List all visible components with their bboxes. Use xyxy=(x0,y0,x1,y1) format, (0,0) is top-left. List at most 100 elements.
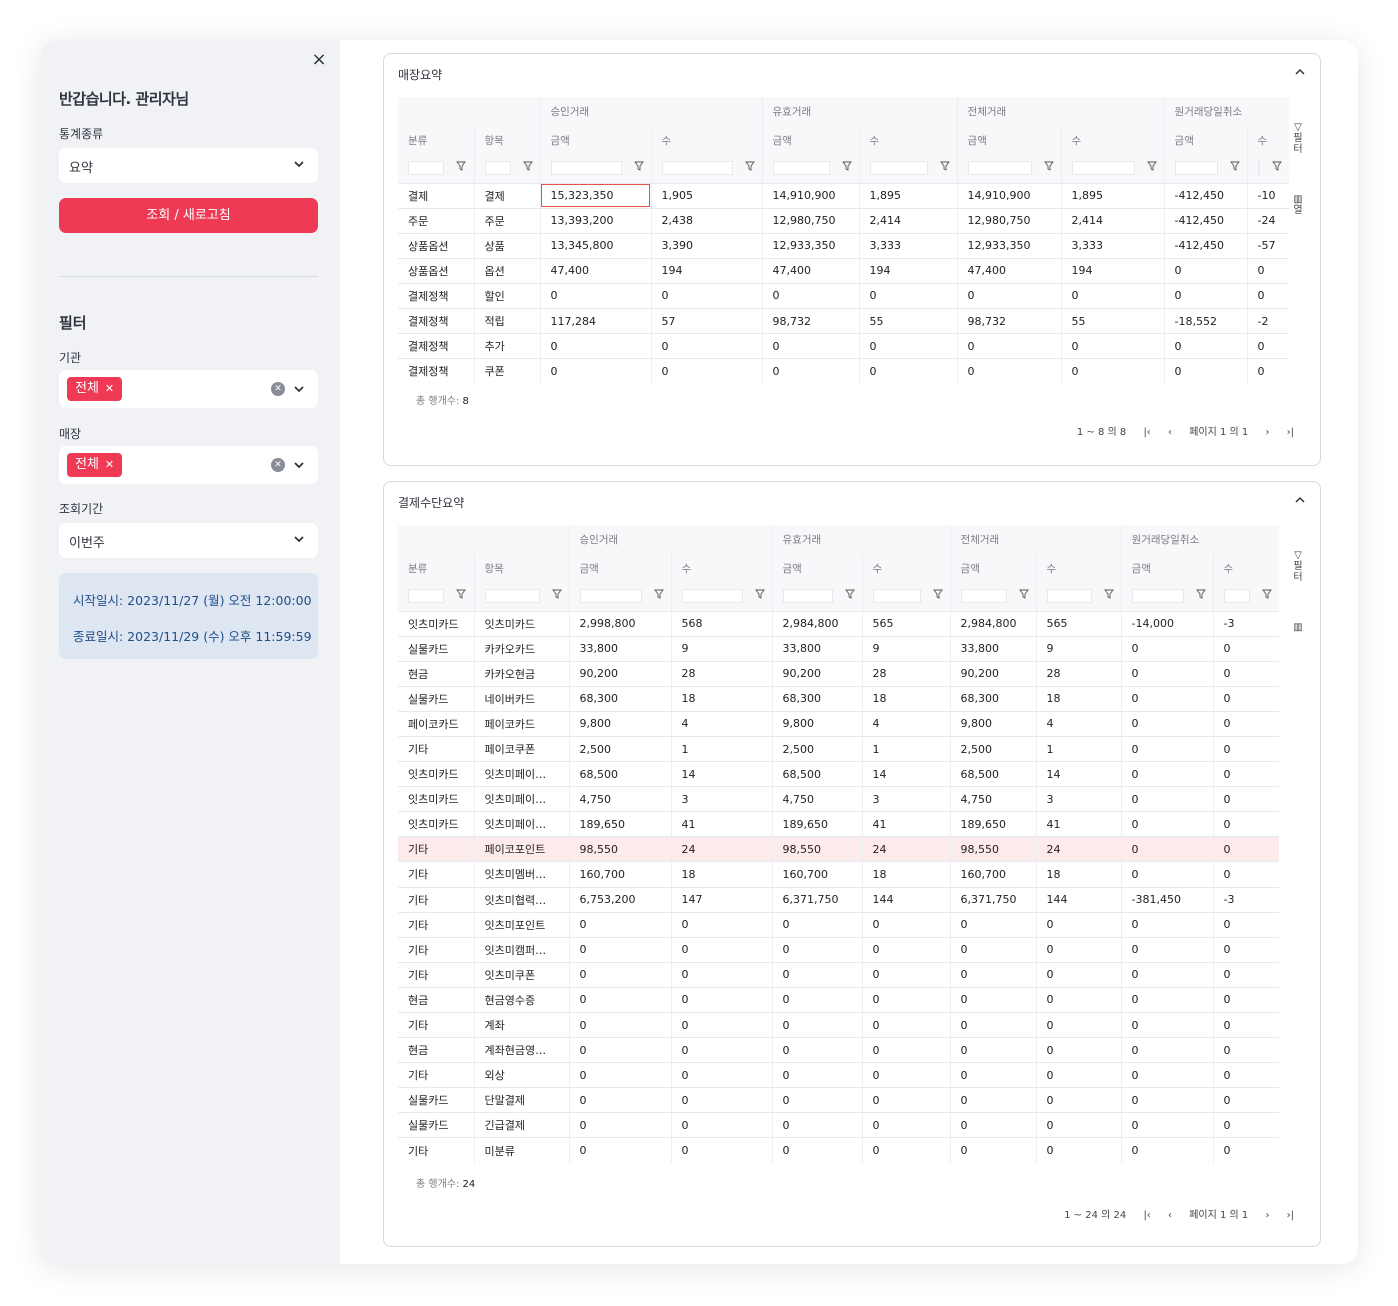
table-row[interactable]: 현금 계좌현금영… 0 0 0 0 0 0 0 0 xyxy=(398,1037,1280,1063)
table-cell[interactable]: 90,200 xyxy=(568,660,671,687)
column-header[interactable]: 수 xyxy=(861,553,951,583)
table-cell[interactable]: 0 xyxy=(670,911,773,938)
table-cell[interactable]: 0 xyxy=(956,358,1062,384)
table-cell[interactable]: 0 xyxy=(1212,836,1280,862)
filter-tool[interactable]: ▽ 필터 xyxy=(1291,122,1305,155)
table-cell[interactable]: 0 xyxy=(861,1062,951,1088)
table-row[interactable]: 잇츠미카드 잇츠미카드 2,998,800 568 2,984,800 565 2,984,… xyxy=(398,610,1280,637)
table-cell[interactable]: 2,500 xyxy=(771,735,863,762)
table-cell[interactable]: 0 xyxy=(1060,358,1165,384)
table-cell[interactable]: 0 xyxy=(1163,333,1248,359)
table-row[interactable]: 페이코카드 페이코카드 9,800 4 9,800 4 9,800 4 0 0 xyxy=(398,710,1280,737)
table-cell[interactable]: 565 xyxy=(1035,610,1122,637)
table-cell[interactable]: 565 xyxy=(861,610,951,637)
table-cell[interactable]: 0 xyxy=(1120,761,1214,787)
table-cell[interactable]: 12,933,350 xyxy=(761,232,860,259)
table-cell[interactable]: 0 xyxy=(771,986,863,1013)
table-cell[interactable]: 실물카드 xyxy=(398,1112,474,1138)
table-cell[interactable]: 0 xyxy=(771,961,863,988)
column-header[interactable]: 금액 xyxy=(539,125,651,155)
table-cell[interactable]: 0 xyxy=(670,1037,773,1063)
table-cell[interactable]: 0 xyxy=(568,1037,671,1063)
filter-icon[interactable] xyxy=(456,589,466,599)
table-cell[interactable]: 0 xyxy=(568,911,671,938)
table-cell[interactable]: 0 xyxy=(670,1112,773,1138)
table-cell[interactable]: 상품 xyxy=(473,232,540,259)
table-cell[interactable]: 기타 xyxy=(398,886,474,913)
table-cell[interactable]: 13,393,200 xyxy=(539,207,651,234)
table-row[interactable]: 기타 잇츠미포인트 0 0 0 0 0 0 0 0 xyxy=(398,911,1280,938)
filter-icon[interactable] xyxy=(653,589,664,599)
table-row[interactable]: 기타 잇츠미캠퍼… 0 0 0 0 0 0 0 0 xyxy=(398,936,1280,963)
table-cell[interactable]: 0 xyxy=(858,282,958,309)
table-cell[interactable]: 18 xyxy=(1035,685,1122,712)
table-cell[interactable]: 9 xyxy=(1035,635,1122,662)
table-cell[interactable]: 98,732 xyxy=(956,307,1062,334)
table-cell[interactable]: 0 xyxy=(1035,1137,1122,1164)
table-cell[interactable]: 0 xyxy=(858,358,958,384)
filter-icon[interactable] xyxy=(551,589,562,599)
table-cell[interactable]: 41 xyxy=(1035,811,1122,837)
table-row[interactable]: 상품옵션 상품 13,345,800 3,390 12,933,350 3,333 12,9… xyxy=(398,232,1290,259)
table-cell[interactable]: 0 xyxy=(1212,961,1280,988)
table-cell[interactable]: 실물카드 xyxy=(398,1087,474,1113)
table-cell[interactable]: 6,371,750 xyxy=(949,886,1037,913)
table-cell[interactable]: 긴급결제 xyxy=(473,1112,569,1138)
table-row[interactable]: 결제 결제 15,323,350 1,905 14,910,900 1,895 14,910… xyxy=(398,182,1290,209)
table-cell[interactable]: 잇츠미카드 xyxy=(398,761,474,787)
table-cell[interactable]: -412,450 xyxy=(1163,207,1248,234)
column-header[interactable]: 항목 xyxy=(473,125,540,155)
table-cell[interactable]: 0 xyxy=(1035,1112,1122,1138)
column-header[interactable]: 금액 xyxy=(568,553,671,583)
table-cell[interactable]: 0 xyxy=(1212,1137,1280,1164)
table-cell[interactable]: 4,750 xyxy=(949,786,1037,812)
next-page-icon[interactable]: › xyxy=(1265,1210,1270,1221)
table-cell[interactable]: 15,323,350 xyxy=(539,182,651,209)
table-cell[interactable]: 0 xyxy=(1212,735,1280,762)
table-cell[interactable]: -412,450 xyxy=(1163,182,1248,209)
table-cell[interactable]: 4 xyxy=(1035,710,1122,737)
table-cell[interactable]: 기타 xyxy=(398,861,474,888)
column-filter-input[interactable] xyxy=(681,589,743,603)
column-filter-input[interactable] xyxy=(1223,589,1250,603)
table-cell[interactable]: 옵션 xyxy=(473,257,540,284)
table-cell[interactable]: -2 xyxy=(1246,307,1290,334)
table-cell[interactable]: 0 xyxy=(949,936,1037,963)
table-cell[interactable]: 0 xyxy=(1120,635,1214,662)
table-cell[interactable]: 잇츠미카드 xyxy=(398,811,474,837)
table-cell[interactable]: 미분류 xyxy=(473,1137,569,1164)
table-row[interactable]: 기타 페이코쿠폰 2,500 1 2,500 1 2,500 1 0 0 xyxy=(398,735,1280,762)
table-cell[interactable]: 0 xyxy=(1212,1112,1280,1138)
table-row[interactable]: 주문 주문 13,393,200 2,438 12,980,750 2,414 12,980… xyxy=(398,207,1290,234)
table-cell[interactable]: 카카오카드 xyxy=(473,635,569,662)
table-cell[interactable]: 194 xyxy=(650,257,763,284)
filter-icon[interactable] xyxy=(522,161,533,171)
table-cell[interactable]: 0 xyxy=(1163,257,1248,284)
table-cell[interactable]: 주문 xyxy=(398,207,474,234)
table-cell[interactable]: 현금 xyxy=(398,986,474,1013)
filter-icon[interactable] xyxy=(456,161,466,171)
table-cell[interactable]: 18 xyxy=(1035,861,1122,888)
table-row[interactable]: 실물카드 긴급결제 0 0 0 0 0 0 0 0 xyxy=(398,1112,1280,1138)
table-cell[interactable]: 0 xyxy=(761,333,860,359)
column-header[interactable]: 금액 xyxy=(761,125,860,155)
table-cell[interactable]: 0 xyxy=(670,1011,773,1038)
filter-icon[interactable] xyxy=(1043,161,1054,171)
table-cell[interactable]: 0 xyxy=(1035,1062,1122,1088)
remove-tag-icon[interactable]: ✕ xyxy=(104,382,115,395)
table-cell[interactable]: 0 xyxy=(949,911,1037,938)
table-cell[interactable]: 0 xyxy=(1060,282,1165,309)
table-cell[interactable]: 기타 xyxy=(398,1062,474,1088)
table-cell[interactable]: 0 xyxy=(771,1087,863,1113)
table-cell[interactable]: 0 xyxy=(1212,811,1280,837)
table-row[interactable]: 실물카드 카카오카드 33,800 9 33,800 9 33,800 9 0 0 xyxy=(398,635,1280,662)
table-cell[interactable]: 4 xyxy=(861,710,951,737)
table-row[interactable]: 현금 카카오현금 90,200 28 90,200 28 90,200 28 0 0 xyxy=(398,660,1280,687)
table-row[interactable]: 실물카드 네이버카드 68,300 18 68,300 18 68,300 18 0 0 xyxy=(398,685,1280,712)
table-cell[interactable]: 잇츠미카드 xyxy=(473,610,569,637)
table-cell[interactable]: 98,550 xyxy=(949,836,1037,862)
table-cell[interactable]: 9 xyxy=(670,635,773,662)
table-cell[interactable]: 0 xyxy=(1120,936,1214,963)
next-page-icon[interactable]: › xyxy=(1265,427,1270,438)
filter-icon[interactable] xyxy=(744,161,755,171)
